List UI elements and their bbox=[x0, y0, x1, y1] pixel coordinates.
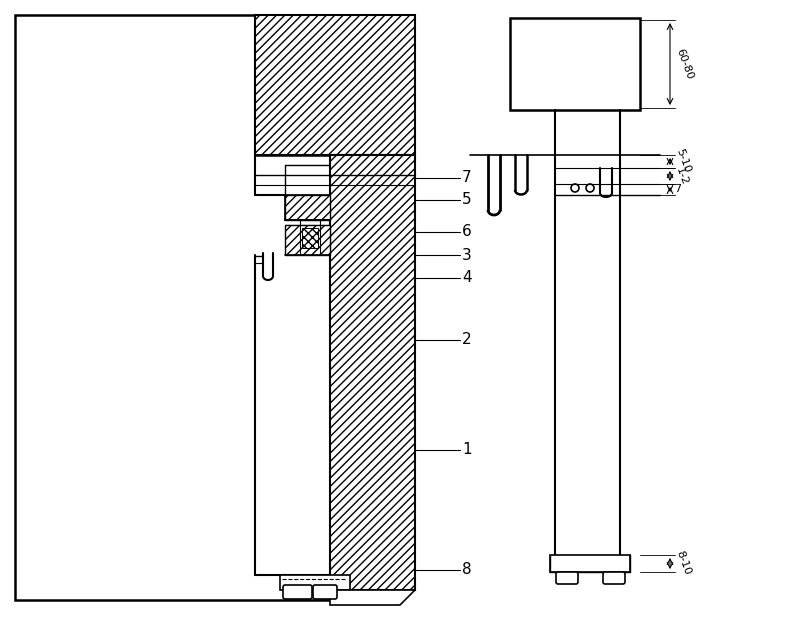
Text: 1: 1 bbox=[462, 443, 472, 457]
Polygon shape bbox=[280, 575, 350, 590]
Text: 2: 2 bbox=[462, 332, 472, 347]
Text: 1-2: 1-2 bbox=[674, 166, 689, 186]
FancyBboxPatch shape bbox=[603, 572, 625, 584]
Polygon shape bbox=[285, 225, 330, 255]
Polygon shape bbox=[255, 15, 415, 155]
Bar bbox=[550, 555, 630, 572]
Text: 4: 4 bbox=[462, 271, 472, 285]
Polygon shape bbox=[302, 228, 318, 248]
Text: 8-10: 8-10 bbox=[674, 550, 692, 576]
Polygon shape bbox=[330, 590, 415, 605]
Text: 60-80: 60-80 bbox=[674, 47, 694, 81]
FancyBboxPatch shape bbox=[283, 585, 312, 599]
Text: 6: 6 bbox=[462, 225, 472, 240]
Text: 7: 7 bbox=[462, 170, 472, 186]
Text: 5: 5 bbox=[462, 193, 472, 207]
FancyBboxPatch shape bbox=[556, 572, 578, 584]
FancyBboxPatch shape bbox=[313, 585, 337, 599]
Bar bbox=[510, 18, 640, 110]
Polygon shape bbox=[330, 155, 415, 590]
Text: 3: 3 bbox=[462, 248, 472, 262]
Polygon shape bbox=[285, 195, 330, 220]
Text: 8: 8 bbox=[462, 563, 472, 578]
Text: 5-10: 5-10 bbox=[674, 147, 692, 175]
Polygon shape bbox=[15, 15, 330, 600]
Text: 7: 7 bbox=[674, 184, 681, 194]
